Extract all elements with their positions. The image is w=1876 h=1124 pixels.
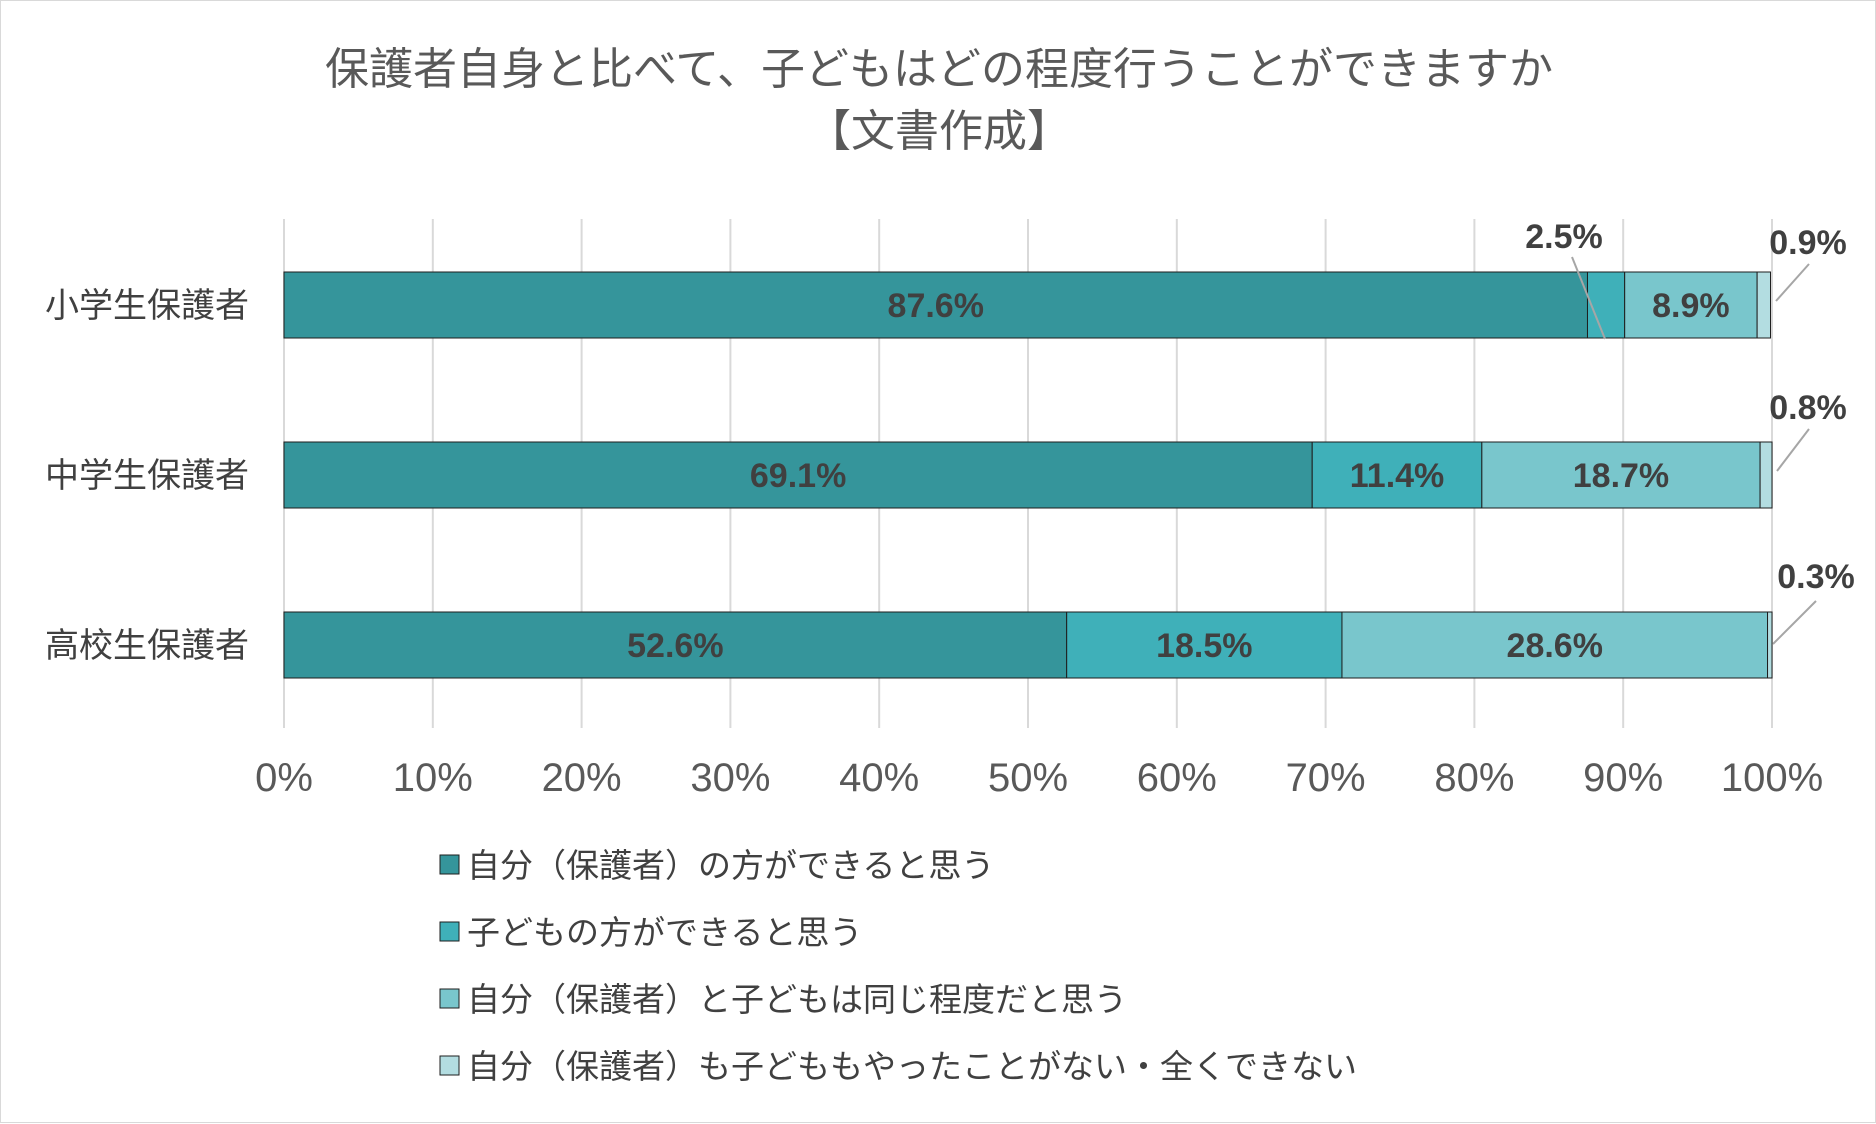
- data-label: 8.9%: [1652, 287, 1730, 325]
- x-tick-label: 0%: [255, 756, 313, 800]
- bar-segment: [1767, 611, 1773, 679]
- legend-label: 自分（保護者）の方ができると思う: [467, 846, 994, 885]
- bar-segment: [1759, 441, 1773, 509]
- bar-segment: [1756, 271, 1772, 339]
- chart-title: 保護者自身と比べて、子どもはどの程度行うことができますか: [325, 44, 1553, 95]
- legend-swatch: [439, 921, 460, 942]
- x-axis-ticks: 0% 10% 20% 30% 40% 50% 60% 70% 80% 90% 100%: [255, 756, 1823, 800]
- data-label: 18.7%: [1573, 457, 1669, 495]
- data-label: 0.9%: [1769, 224, 1847, 262]
- legend-label: 自分（保護者）も子どももやったことがない・全くできない: [467, 1047, 1357, 1086]
- data-label: 28.6%: [1507, 627, 1603, 665]
- category-label: 高校生保護者: [45, 626, 249, 666]
- legend-label: 子どもの方ができると思う: [467, 913, 862, 952]
- bars: [283, 271, 1773, 679]
- category-label: 中学生保護者: [45, 456, 249, 496]
- legend-swatch: [439, 854, 460, 875]
- x-tick-label: 90%: [1583, 756, 1663, 800]
- bar-segment: [283, 441, 1313, 509]
- data-label: 2.5%: [1525, 218, 1603, 256]
- legend: 自分（保護者）の方ができると思う子どもの方ができると思う自分（保護者）と子どもは…: [439, 846, 1357, 1086]
- x-tick-label: 30%: [690, 756, 770, 800]
- leader-line: [1776, 428, 1810, 472]
- data-label: 0.3%: [1777, 558, 1855, 596]
- data-label: 0.8%: [1769, 389, 1847, 427]
- data-label: 18.5%: [1156, 627, 1252, 665]
- x-tick-label: 10%: [393, 756, 473, 800]
- category-label: 小学生保護者: [45, 286, 249, 326]
- chart-subtitle: 【文書作成】: [807, 106, 1071, 157]
- bar-segment: [1586, 271, 1626, 339]
- bar-segment: [1066, 611, 1343, 679]
- leader-line: [1772, 600, 1817, 645]
- x-tick-label: 100%: [1721, 756, 1823, 800]
- x-tick-label: 40%: [839, 756, 919, 800]
- legend-swatch: [439, 988, 460, 1009]
- leader-line: [1775, 263, 1810, 302]
- bar-segment: [1624, 271, 1758, 339]
- bar-segment: [283, 271, 1588, 339]
- x-tick-label: 80%: [1434, 756, 1514, 800]
- x-tick-label: 50%: [988, 756, 1068, 800]
- data-label: 87.6%: [888, 287, 984, 325]
- x-tick-label: 70%: [1286, 756, 1366, 800]
- x-tick-label: 20%: [542, 756, 622, 800]
- legend-swatch: [439, 1055, 460, 1076]
- bar-segment: [1311, 441, 1483, 509]
- bar-segment: [283, 611, 1068, 679]
- data-label: 69.1%: [750, 457, 846, 495]
- data-labels: 87.6% 2.5% 8.9% 0.9% 69.1% 11.4% 18.7% 0.8% 52.6…: [627, 218, 1855, 665]
- data-label: 52.6%: [627, 627, 723, 665]
- data-label: 11.4%: [1350, 457, 1445, 495]
- leader-line: [1571, 256, 1606, 340]
- legend-label: 自分（保護者）と子どもは同じ程度だと思う: [467, 980, 1127, 1019]
- x-tick-label: 60%: [1137, 756, 1217, 800]
- bar-segment: [1481, 441, 1761, 509]
